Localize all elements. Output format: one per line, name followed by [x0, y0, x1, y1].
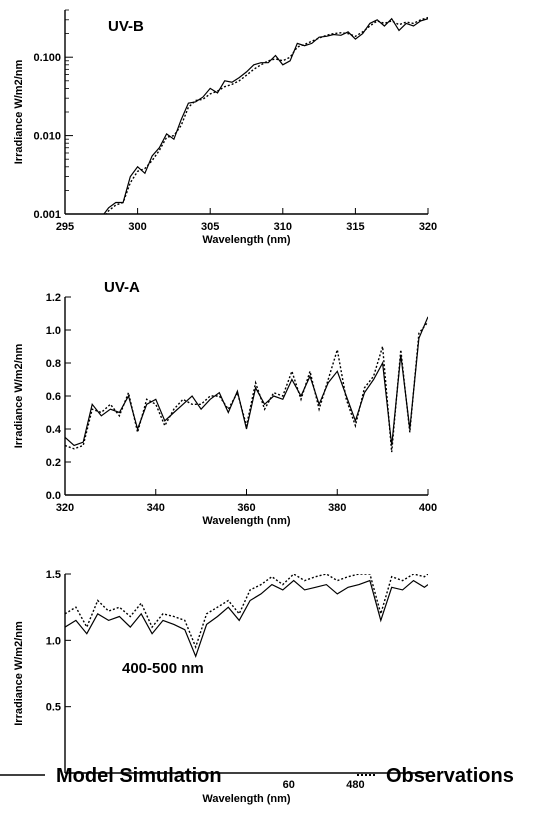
panel-title: UV-A	[104, 279, 140, 296]
x-tick-label: 310	[274, 221, 292, 233]
y-tick-label: 0.0	[46, 490, 61, 502]
series-line-observations	[105, 16, 428, 214]
panel-uva: 320 340 360 380 400 0.0 0.2 0.4 0.6 0.8 1.0 1.2 Wave…	[13, 279, 437, 527]
legend-obs-label: Observations	[386, 765, 514, 787]
series-line-observations	[65, 574, 428, 650]
x-tick-label: 360	[237, 502, 255, 514]
legend: Model Simulation Observations	[0, 765, 514, 787]
panel-uvb: 295 300 305 310 315 320 0.001 0.010 0.100 Wavelen…	[13, 9, 437, 246]
y-tick-label: 0.001	[33, 209, 61, 221]
x-tick-label: 295	[56, 221, 74, 233]
y-tick-label: 0.8	[46, 358, 61, 370]
series-line-model	[65, 579, 428, 659]
x-tick-label: 60	[283, 779, 295, 791]
x-tick-label: 320	[56, 502, 74, 514]
y-axis-label: Irradiance W/m2/nm	[13, 60, 25, 165]
y-tick-label: 0.2	[46, 457, 61, 469]
series-line-model	[65, 316, 428, 447]
y-tick-label: 1.0	[46, 325, 61, 337]
panel-title: UV-B	[108, 18, 144, 35]
y-axis-label: Irradiance W/m2/nm	[13, 344, 25, 449]
panel-visible: 60 480 1.0 0.5 1.5 Wavelength (nm) Irradiance …	[13, 569, 428, 805]
x-tick-label: 480	[346, 779, 364, 791]
x-tick-label: 300	[128, 221, 146, 233]
legend-model-label: Model Simulation	[56, 765, 222, 787]
panel-title: 400-500 nm	[122, 660, 204, 677]
y-tick-label: 0.010	[33, 131, 61, 143]
y-tick-label: 1.0	[46, 635, 61, 647]
x-tick-label: 320	[419, 221, 437, 233]
x-axis-label: Wavelength (nm)	[202, 793, 291, 805]
y-tick-label: 0.100	[33, 52, 61, 64]
y-tick-label: 0.4	[46, 424, 62, 436]
series-line-model	[103, 17, 428, 214]
y-tick-label: 0.6	[46, 391, 61, 403]
x-tick-label: 380	[328, 502, 346, 514]
x-tick-label: 400	[419, 502, 437, 514]
x-axis-label: Wavelength (nm)	[202, 234, 291, 246]
x-tick-label: 305	[201, 221, 219, 233]
x-axis-label: Wavelength (nm)	[202, 515, 291, 527]
y-tick-label: 1.2	[46, 292, 61, 304]
y-tick-label: 0.5	[46, 702, 61, 714]
y-axis-label: Irradiance W/m2/nm	[13, 621, 25, 726]
x-tick-label: 340	[147, 502, 165, 514]
y-tick-label: 1.5	[46, 569, 61, 581]
series-line-observations	[65, 321, 428, 453]
x-tick-label: 315	[346, 221, 364, 233]
